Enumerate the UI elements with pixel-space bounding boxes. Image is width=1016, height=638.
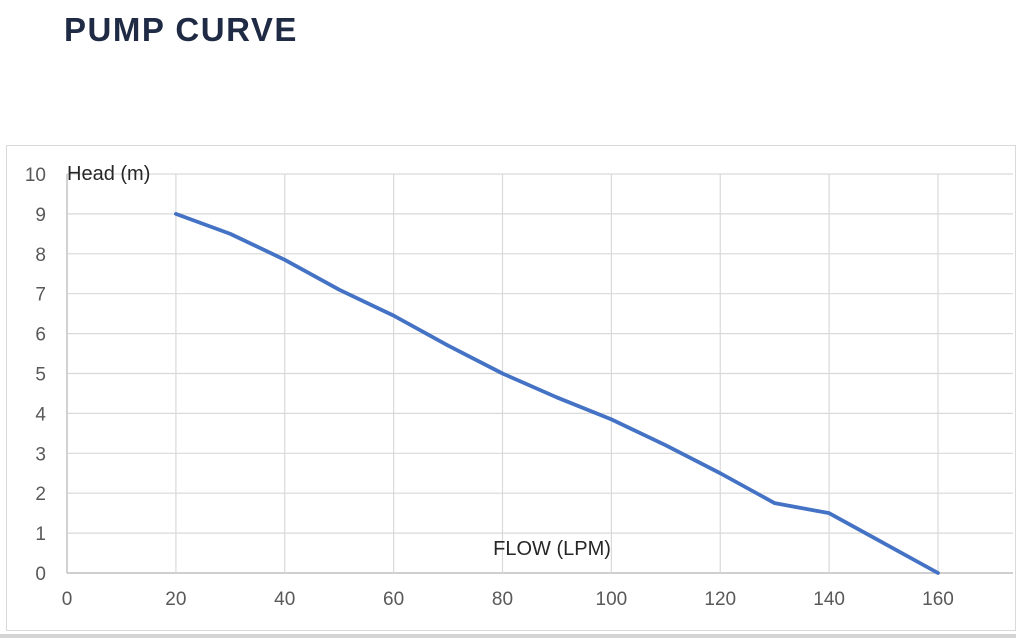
- x-tick-label: 80: [492, 589, 513, 610]
- pump-curve-chart: 0 1 2 3 4 5 6 7 8 9 10 0 20 40 60 80 100 120 140 160 Head (…: [6, 145, 1016, 631]
- y-tick-label: 8: [35, 245, 46, 266]
- x-tick-label: 60: [383, 589, 404, 610]
- x-axis-title: FLOW (LPM): [493, 538, 611, 560]
- y-tick-label: 4: [35, 404, 46, 425]
- y-tick-label: 3: [35, 444, 46, 465]
- y-tick-label: 9: [35, 205, 46, 226]
- x-tick-label: 40: [274, 589, 295, 610]
- x-tick-label: 100: [596, 589, 628, 610]
- y-axis-title: Head (m): [67, 163, 151, 185]
- y-tick-label: 1: [35, 524, 46, 545]
- pump-curve-line: [173, 212, 940, 575]
- x-tick-label: 0: [62, 589, 73, 610]
- x-tick-label: 140: [813, 589, 845, 610]
- x-tick-label: 160: [922, 589, 954, 610]
- y-tick-label: 7: [35, 285, 46, 306]
- y-tick-label: 6: [35, 325, 46, 346]
- x-tick-label: 20: [165, 589, 186, 610]
- y-tick-label: 10: [25, 165, 46, 186]
- y-tick-label: 5: [35, 365, 46, 386]
- x-tick-label: 120: [704, 589, 736, 610]
- bottom-scrollbar-strip: [0, 634, 1016, 638]
- y-tick-label: 2: [35, 484, 46, 505]
- y-tick-label: 0: [35, 564, 46, 585]
- page-title: PUMP CURVE: [64, 11, 298, 48]
